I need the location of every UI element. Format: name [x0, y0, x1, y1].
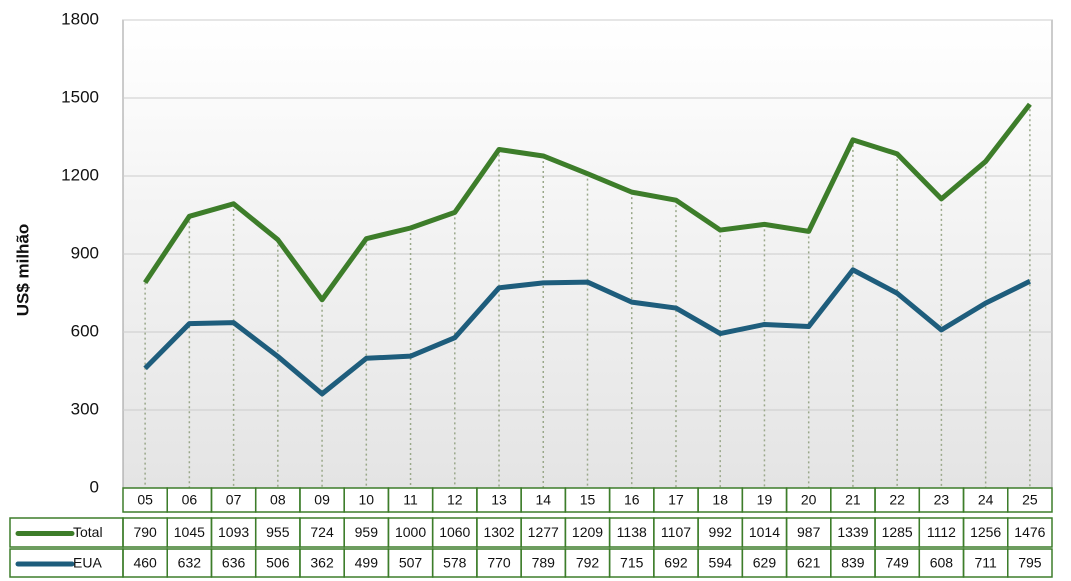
- table-value: 1285: [882, 524, 913, 540]
- table-value: 770: [487, 555, 511, 571]
- table-value: 629: [753, 555, 777, 571]
- y-tick-label: 1500: [61, 87, 99, 106]
- x-tick-label: 12: [447, 492, 463, 508]
- table-value: 1093: [218, 524, 249, 540]
- table-cell: [1007, 487, 1053, 513]
- table-value: 1302: [483, 524, 514, 540]
- table-value: 1107: [661, 524, 691, 540]
- table-value: 790: [133, 524, 157, 540]
- table-value: 959: [355, 524, 379, 540]
- table-value: 1045: [174, 524, 205, 540]
- table-value: 1014: [749, 524, 780, 540]
- table-value: 499: [355, 555, 379, 571]
- y-tick-label: 600: [71, 321, 99, 340]
- table-value: 724: [310, 524, 334, 540]
- table-value: 1476: [1014, 524, 1045, 540]
- y-tick-label: 900: [71, 243, 99, 262]
- x-tick-label: 20: [801, 492, 817, 508]
- y-axis-label: US$ milhão: [13, 224, 32, 317]
- table-cell: [1007, 517, 1053, 548]
- x-tick-label: 21: [845, 492, 861, 508]
- table-value: 621: [797, 555, 821, 571]
- table-value: 632: [178, 555, 202, 571]
- x-tick-label: 22: [889, 492, 905, 508]
- table-value: 955: [266, 524, 290, 540]
- x-tick-label: 18: [712, 492, 728, 508]
- table-value: 839: [841, 555, 865, 571]
- table-value: 1256: [970, 524, 1001, 540]
- table-value: 795: [1018, 555, 1042, 571]
- legend-label: Total: [73, 524, 103, 540]
- x-tick-label: 24: [978, 492, 994, 508]
- y-tick-label: 1800: [61, 9, 99, 28]
- table-cell: [1007, 548, 1053, 578]
- table-value: 1339: [837, 524, 868, 540]
- x-tick-label: 15: [580, 492, 596, 508]
- table-value: 362: [310, 555, 334, 571]
- table-value: 789: [532, 555, 556, 571]
- x-tick-label: 19: [757, 492, 773, 508]
- x-tick-label: 25: [1022, 492, 1038, 508]
- x-tick-label: 10: [359, 492, 375, 508]
- table-value: 594: [709, 555, 733, 571]
- x-tick-label: 16: [624, 492, 640, 508]
- series-line: [143, 267, 1031, 397]
- table-value: 608: [930, 555, 954, 571]
- table-value: 1112: [927, 524, 956, 540]
- table-value: 636: [222, 555, 246, 571]
- table-value: 1000: [395, 524, 426, 540]
- table-value: 460: [133, 555, 157, 571]
- table-value: 715: [620, 555, 644, 571]
- table-value: 1060: [439, 524, 470, 540]
- y-tick-label: 1200: [61, 165, 99, 184]
- y-tick-label: 300: [71, 399, 99, 418]
- table-value: 749: [885, 555, 909, 571]
- x-tick-label: 17: [668, 492, 684, 508]
- table-value: 692: [664, 555, 688, 571]
- x-tick-label: 13: [491, 492, 507, 508]
- table-value: 507: [399, 555, 423, 571]
- y-tick-label: 0: [90, 477, 99, 496]
- table-value: 987: [797, 524, 821, 540]
- x-tick-label: 06: [182, 492, 198, 508]
- x-tick-label: 08: [270, 492, 286, 508]
- table-value: 578: [443, 555, 467, 571]
- x-tick-label: 23: [934, 492, 950, 508]
- legend-label: EUA: [73, 555, 102, 571]
- series-line: [143, 102, 1032, 303]
- table-value: 792: [576, 555, 600, 571]
- table-value: 1138: [617, 524, 647, 540]
- table-value: 992: [709, 524, 733, 540]
- x-tick-label: 11: [403, 492, 418, 508]
- x-tick-label: 07: [226, 492, 242, 508]
- x-tick-label: 05: [137, 492, 153, 508]
- x-tick-label: 09: [314, 492, 330, 508]
- table-value: 1277: [528, 524, 559, 540]
- table-value: 1209: [572, 524, 603, 540]
- table-value: 506: [266, 555, 290, 571]
- table-value: 711: [974, 555, 997, 571]
- x-tick-label: 14: [535, 492, 551, 508]
